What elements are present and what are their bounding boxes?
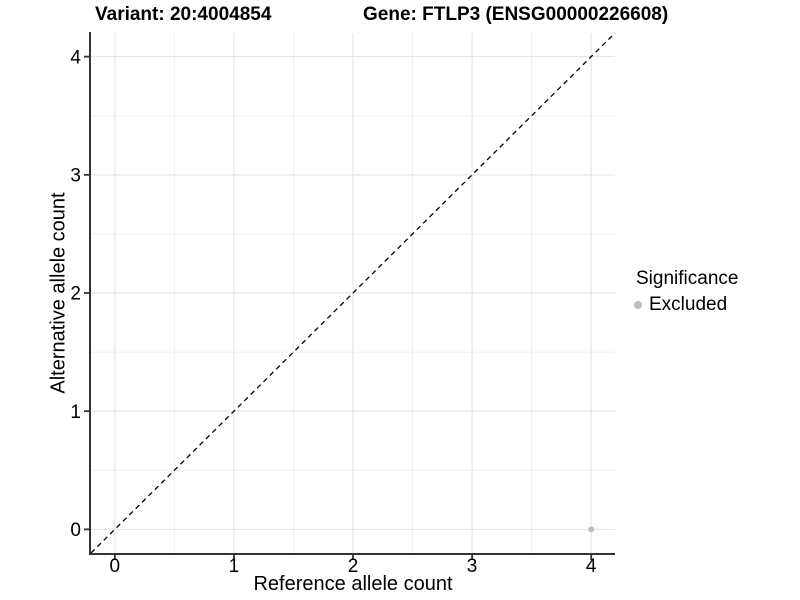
svg-text:4: 4 (70, 47, 81, 68)
variant-title: Variant: 20:4004854 (95, 4, 272, 25)
svg-text:0: 0 (110, 556, 121, 577)
legend-item-excluded: Excluded (634, 294, 738, 316)
x-axis-title: Reference allele count (253, 573, 453, 595)
svg-text:3: 3 (467, 556, 478, 577)
svg-text:1: 1 (70, 402, 81, 423)
y-axis-title: Alternative allele count (47, 192, 70, 394)
legend-title: Significance (636, 268, 739, 289)
y-tick-labels: 0 1 2 3 4 (70, 47, 81, 541)
data-points (588, 526, 595, 533)
svg-text:2: 2 (70, 284, 81, 305)
data-point-excluded (588, 526, 595, 533)
gridlines-major (91, 33, 615, 553)
axis-lines (89, 32, 615, 555)
x-tick-labels: 0 1 2 3 4 (110, 556, 597, 577)
gene-title: Gene: FTLP3 (ENSG00000226608) (363, 4, 669, 25)
legend-item-label: Excluded (649, 294, 728, 315)
identity-reference-line (90, 32, 616, 554)
svg-text:4: 4 (586, 556, 597, 577)
legend: Significance Excluded (634, 268, 738, 316)
svg-text:3: 3 (70, 165, 81, 186)
svg-text:1: 1 (229, 556, 240, 577)
axis-tick-marks (84, 55, 593, 560)
svg-text:2: 2 (348, 556, 359, 577)
svg-text:0: 0 (70, 520, 81, 541)
excluded-point-icon (634, 301, 642, 309)
